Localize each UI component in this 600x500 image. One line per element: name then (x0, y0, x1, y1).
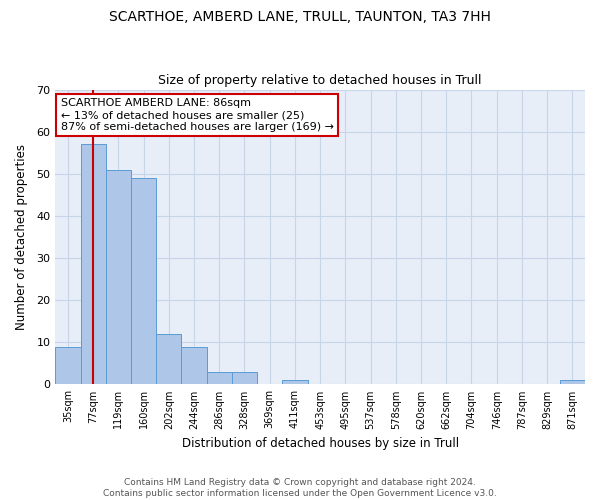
Text: SCARTHOE AMBERD LANE: 86sqm
← 13% of detached houses are smaller (25)
87% of sem: SCARTHOE AMBERD LANE: 86sqm ← 13% of det… (61, 98, 334, 132)
Bar (181, 346, 206, 385)
Bar (283, 380, 308, 384)
Bar (206, 372, 232, 384)
Bar (106, 170, 131, 384)
Title: Size of property relative to detached houses in Trull: Size of property relative to detached ho… (158, 74, 482, 87)
Text: SCARTHOE, AMBERD LANE, TRULL, TAUNTON, TA3 7HH: SCARTHOE, AMBERD LANE, TRULL, TAUNTON, T… (109, 10, 491, 24)
Bar (156, 334, 181, 384)
Bar (131, 178, 156, 384)
X-axis label: Distribution of detached houses by size in Trull: Distribution of detached houses by size … (182, 437, 459, 450)
Bar (55, 346, 80, 385)
Bar (232, 372, 257, 384)
Y-axis label: Number of detached properties: Number of detached properties (15, 144, 28, 330)
Bar (80, 144, 106, 384)
Text: Contains HM Land Registry data © Crown copyright and database right 2024.
Contai: Contains HM Land Registry data © Crown c… (103, 478, 497, 498)
Bar (560, 380, 585, 384)
